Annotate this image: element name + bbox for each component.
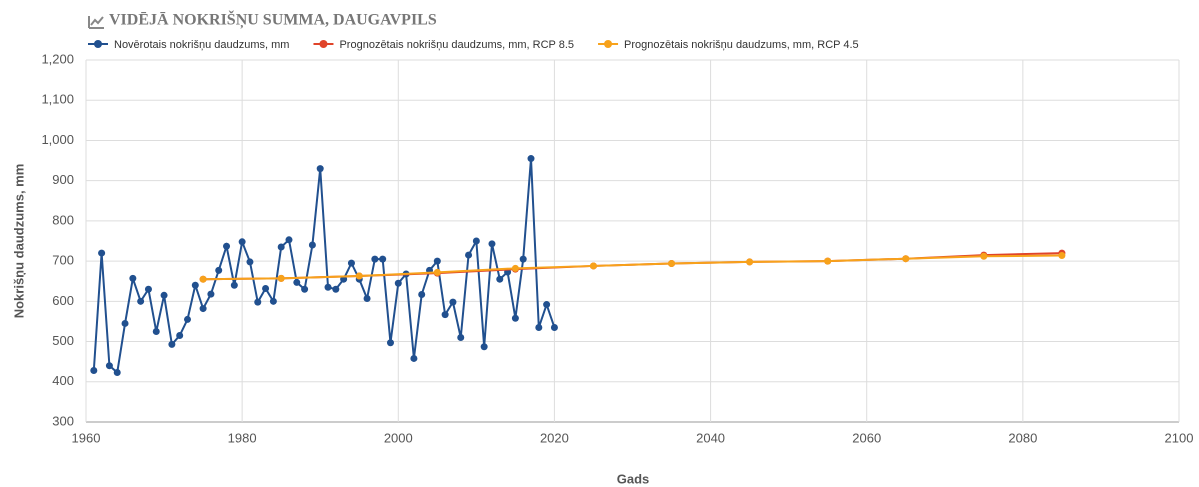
data-point — [511, 264, 519, 272]
data-point — [441, 311, 449, 319]
data-point — [465, 251, 473, 259]
y-axis-label: Nokrišņu daudzums, mm — [11, 164, 26, 319]
x-tick-label: 2040 — [696, 430, 725, 445]
data-point — [301, 285, 309, 293]
data-point — [449, 298, 457, 306]
data-point — [199, 275, 207, 283]
y-tick-label: 400 — [52, 373, 74, 388]
chart-title: VIDĒJĀ NOKRIŠŅU SUMMA, DAUGAVPILS — [109, 10, 437, 30]
data-point — [386, 339, 394, 347]
y-tick-label: 900 — [52, 172, 74, 187]
legend-label: Novērotais nokrišņu daudzums, mm — [114, 39, 289, 51]
legend-label: Prognozētais nokrišņu daudzums, mm, RCP … — [339, 39, 574, 51]
data-point — [238, 238, 246, 246]
data-point — [488, 240, 496, 248]
data-point — [246, 258, 254, 266]
title-icon — [88, 16, 104, 29]
data-point — [1058, 251, 1066, 259]
y-tick-label: 1,200 — [41, 51, 74, 66]
series-line — [203, 254, 1062, 281]
data-point — [90, 367, 98, 375]
data-point — [410, 354, 418, 362]
x-axis-label: Gads — [617, 471, 650, 486]
y-tick-label: 1,000 — [41, 132, 74, 147]
y-tick-label: 500 — [52, 333, 74, 348]
data-point — [363, 295, 371, 303]
x-tick-label: 2080 — [1008, 430, 1037, 445]
data-point — [668, 260, 676, 268]
data-point — [183, 315, 191, 323]
data-point — [472, 237, 480, 245]
data-point — [137, 297, 145, 305]
data-point — [223, 242, 231, 250]
data-point — [519, 255, 527, 263]
data-point — [496, 275, 504, 283]
data-point — [144, 285, 152, 293]
y-tick-label: 300 — [52, 413, 74, 428]
y-tick-label: 600 — [52, 293, 74, 308]
data-point — [543, 301, 551, 309]
data-point — [277, 243, 285, 251]
data-point — [433, 268, 441, 276]
series-line — [92, 158, 556, 375]
legend-marker — [319, 40, 328, 48]
data-point — [262, 284, 270, 292]
data-point — [207, 290, 215, 298]
data-point — [824, 257, 832, 265]
y-tick-label: 700 — [52, 253, 74, 268]
x-tick-label: 2100 — [1165, 430, 1194, 445]
data-point — [589, 262, 597, 270]
y-tick-label: 1,100 — [41, 92, 74, 107]
data-point — [418, 290, 426, 298]
data-point — [176, 332, 184, 340]
y-tick-label: 800 — [52, 212, 74, 227]
data-point — [332, 285, 340, 293]
data-point — [113, 369, 121, 377]
data-point — [316, 165, 324, 173]
legend-marker — [604, 40, 613, 48]
data-point — [433, 257, 441, 265]
data-point — [355, 272, 363, 280]
data-point — [480, 343, 488, 351]
data-point — [902, 255, 910, 263]
data-point — [394, 279, 402, 287]
data-point — [269, 297, 277, 305]
data-point — [746, 258, 754, 266]
data-point — [379, 255, 387, 263]
data-point — [550, 323, 558, 331]
data-point — [105, 362, 113, 370]
data-point — [191, 281, 199, 289]
x-tick-label: 2060 — [852, 430, 881, 445]
data-point — [535, 323, 543, 331]
data-point — [199, 305, 207, 313]
data-point — [98, 249, 106, 257]
x-tick-label: 2020 — [540, 430, 569, 445]
data-point — [324, 283, 332, 291]
data-point — [215, 266, 223, 274]
data-point — [308, 241, 316, 249]
data-point — [254, 298, 262, 306]
data-point — [457, 334, 465, 342]
data-point — [347, 259, 355, 267]
x-tick-label: 1980 — [228, 430, 257, 445]
data-point — [285, 236, 293, 244]
data-point — [980, 252, 988, 260]
x-tick-label: 1960 — [72, 430, 101, 445]
legend-label: Prognozētais nokrišņu daudzums, mm, RCP … — [624, 39, 859, 51]
data-point — [277, 274, 285, 282]
data-point — [511, 314, 519, 322]
data-point — [152, 328, 160, 335]
data-point — [230, 281, 238, 289]
data-point — [527, 155, 535, 163]
legend-marker — [94, 40, 102, 48]
data-point — [371, 255, 379, 263]
x-tick-label: 2000 — [384, 430, 413, 445]
data-point — [160, 291, 168, 299]
data-point — [168, 340, 176, 348]
data-point — [129, 274, 137, 282]
data-point — [121, 319, 129, 327]
data-point — [293, 278, 301, 286]
